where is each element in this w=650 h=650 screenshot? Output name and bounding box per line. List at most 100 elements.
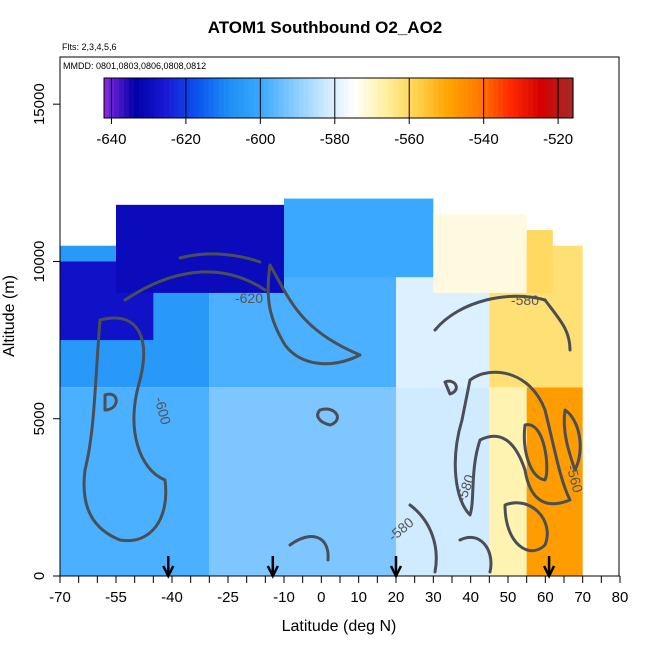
colorbar-swatch [293,78,300,118]
colorbar-swatch [308,78,315,118]
colorbar-swatch [438,78,444,118]
colorbar-swatch [213,78,220,118]
heatmap-cell [116,204,284,293]
colorbar-swatch [178,78,185,118]
contour-line [123,270,267,302]
heatmap-cell [433,214,527,293]
colorbar-swatch [238,78,245,118]
heatmap-cell [284,198,434,278]
colorbar-swatch [338,78,345,118]
contour-line [178,252,262,264]
x-axis: -70 -55 -40 -25 -10 0 10 20 30 40 50 60 70 80 [49,575,629,606]
colorbar-swatch [378,78,385,118]
x-tick-label: -40 [161,589,183,606]
colorbar-swatch [333,78,340,118]
colorbar-swatch [463,78,469,118]
x-tick-label: 70 [574,589,591,606]
heatmap-cell [526,230,553,293]
colorbar-swatch [113,78,120,118]
colorbar-swatch [388,78,394,118]
contour-line [453,370,572,517]
colorbar-swatch [473,78,479,118]
colorbar-swatch [193,78,200,118]
contour-line [503,501,549,553]
contour-label: -600 [151,395,174,426]
colorbar-swatch [423,78,429,118]
colorbar-swatch [263,78,270,118]
colorbar-swatch [433,78,439,118]
colorbar-swatch [568,78,574,118]
y-axis-label: Altitude (m) [1,275,18,357]
contour-line [82,316,168,543]
colorbar-swatch [428,78,434,118]
colorbar-swatch [158,78,165,118]
colorbar-swatch [533,78,539,118]
colorbar-swatch [448,78,454,118]
colorbar-swatch [218,78,225,118]
colorbar-swatch [203,78,210,118]
colorbar-tick-label: -520 [543,131,573,148]
colorbar-swatch [143,78,150,118]
latitude-arrow [266,556,279,579]
x-tick-label: 0 [317,589,325,606]
colorbar-swatch [493,78,499,118]
x-tick-label: -25 [217,589,239,606]
colorbar-swatch [468,78,474,118]
colorbar-swatch [553,78,559,118]
colorbar-swatch [528,78,534,118]
colorbar-swatch [368,78,375,118]
colorbar-tick-label: -620 [171,131,201,148]
colorbar-swatch [393,78,399,118]
contour-layer [82,252,582,574]
colorbar-swatch [548,78,554,118]
colorbar-swatch [133,78,140,118]
colorbar-swatch [558,78,564,118]
colorbar-swatch [408,78,414,118]
x-tick-label: 60 [537,589,554,606]
colorbar-swatch [353,78,360,118]
colorbar-swatch [123,78,130,118]
colorbar: -640 -620 -600 -580 -560 -540 -520 [96,77,574,148]
colorbar-swatch [198,78,205,118]
colorbar-swatch [538,78,544,118]
colorbar-swatch [298,78,305,118]
colorbar-swatch [503,78,509,118]
colorbar-swatch [498,78,504,118]
heatmap-cell [489,387,527,576]
colorbar-swatch [483,78,489,118]
contour-line [288,535,330,562]
colorbar-tick-label: -640 [96,131,126,148]
colorbar-swatch [128,78,135,118]
dates-note: MMDD: 0801,0803,0806,0808,0812 [63,61,207,71]
y-tick-label: 5000 [31,402,48,435]
x-tick-label: 80 [612,589,629,606]
colorbar-swatch [323,78,330,118]
colorbar-swatch [543,78,549,118]
colorbar-swatch [413,78,419,118]
colorbar-swatch [403,78,409,118]
colorbar-swatch [513,78,519,118]
flights-note: Flts: 2,3,4,5,6 [62,42,117,52]
colorbar-swatch [208,78,215,118]
colorbar-swatch [478,78,484,118]
contour-line [562,408,582,472]
colorbar-tick-label: -600 [245,131,275,148]
colorbar-swatch [313,78,320,118]
contour-line [522,423,549,482]
colorbar-swatch [563,78,569,118]
contour-line [543,298,572,352]
colorbar-swatch [523,78,529,118]
contour-label: -620 [235,290,263,306]
latitude-arrow [542,556,556,579]
colorbar-swatch [458,78,464,118]
x-tick-label: 50 [500,589,517,606]
colorbar-swatch [118,78,125,118]
contour-line [266,263,362,366]
x-tick-label: 30 [425,589,442,606]
colorbar-swatch [163,78,170,118]
colorbar-swatch [183,78,190,118]
colorbar-swatch [173,78,180,118]
colorbar-swatch [343,78,350,118]
colorbar-swatch [398,78,404,118]
colorbar-swatch [303,78,310,118]
